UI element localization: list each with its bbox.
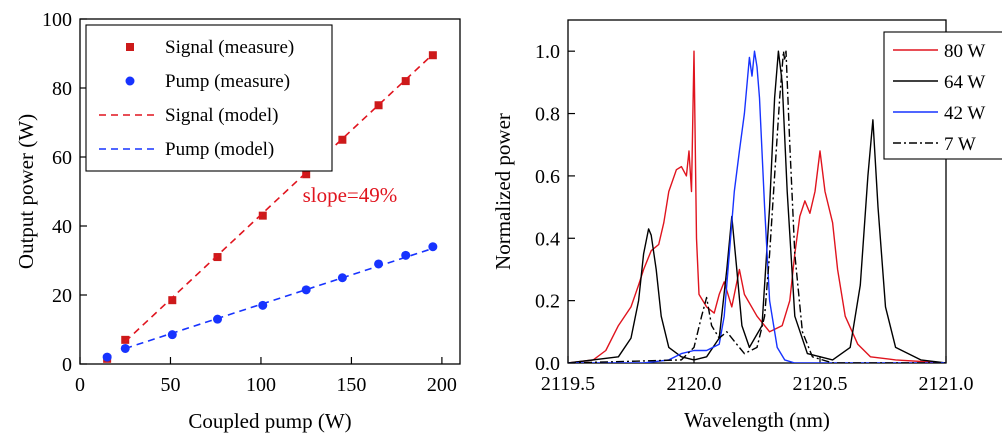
series-line bbox=[568, 50, 946, 363]
legend-pump-marker bbox=[125, 76, 135, 86]
legend-label: 80 W bbox=[944, 41, 985, 62]
legend-label: Signal (model) bbox=[165, 105, 278, 126]
x-tick-label: 2120.0 bbox=[667, 373, 722, 395]
plot-area bbox=[568, 50, 946, 363]
series-line bbox=[568, 50, 946, 363]
y-tick-label: 80 bbox=[52, 78, 72, 100]
signal-measure-point bbox=[168, 296, 177, 305]
x-axis-label: Coupled pump (W) bbox=[188, 409, 351, 433]
x-tick-label: 2120.5 bbox=[793, 373, 848, 395]
legend-label: 7 W bbox=[944, 134, 976, 155]
y-tick-label: 0.6 bbox=[535, 166, 560, 188]
x-tick-label: 2119.5 bbox=[541, 373, 595, 395]
x-axis-label: Wavelength (nm) bbox=[684, 408, 830, 432]
y-tick-label: 0.0 bbox=[535, 353, 560, 375]
y-tick-label: 20 bbox=[52, 285, 72, 307]
legend-box bbox=[85, 24, 333, 172]
series-line bbox=[568, 50, 946, 363]
legend-label: 64 W bbox=[944, 72, 985, 93]
y-tick-label: 40 bbox=[52, 216, 72, 238]
y-tick-label: 0.4 bbox=[535, 228, 560, 250]
legend-signal-marker bbox=[126, 43, 134, 51]
y-axis-label: Output power (W) bbox=[14, 114, 38, 269]
y-tick-label: 60 bbox=[52, 147, 72, 169]
pump-measure-point bbox=[374, 259, 384, 269]
x-tick-label: 200 bbox=[427, 374, 457, 396]
legend-label: 42 W bbox=[944, 103, 985, 124]
signal-measure-point bbox=[302, 170, 311, 179]
signal-measure-point bbox=[213, 253, 222, 262]
signal-measure-point bbox=[121, 335, 130, 344]
legend-label: Signal (measure) bbox=[165, 37, 294, 58]
y-tick-label: 1.0 bbox=[535, 41, 560, 63]
slope-annotation: slope=49% bbox=[303, 183, 398, 207]
signal-measure-point bbox=[401, 77, 410, 86]
x-tick-label: 150 bbox=[336, 374, 366, 396]
pump-measure-point bbox=[102, 352, 112, 362]
signal-measure-point bbox=[374, 101, 383, 110]
legend-label: Pump (model) bbox=[165, 139, 274, 160]
signal-measure-point bbox=[338, 135, 347, 144]
y-tick-label: 0.8 bbox=[535, 104, 560, 126]
plot-frame bbox=[79, 18, 461, 365]
plot-frame bbox=[567, 19, 947, 364]
x-tick-label: 100 bbox=[246, 374, 276, 396]
y-tick-label: 0.2 bbox=[535, 291, 560, 313]
x-tick-label: 0 bbox=[75, 374, 85, 396]
legend-box bbox=[883, 31, 1002, 160]
y-tick-label: 100 bbox=[42, 9, 72, 31]
series-line bbox=[124, 53, 434, 343]
x-tick-label: 50 bbox=[160, 374, 180, 396]
series-line bbox=[568, 50, 946, 363]
x-tick-label: 2121.0 bbox=[919, 373, 974, 395]
pump-measure-point bbox=[301, 285, 311, 295]
legend-label: Pump (measure) bbox=[165, 71, 290, 92]
plot-area bbox=[102, 51, 438, 363]
y-axis-label: Normalized power bbox=[491, 113, 515, 270]
y-tick-label: 0 bbox=[62, 354, 72, 376]
series-line bbox=[124, 247, 434, 350]
signal-measure-point bbox=[258, 211, 267, 220]
pump-measure-point bbox=[428, 242, 438, 252]
